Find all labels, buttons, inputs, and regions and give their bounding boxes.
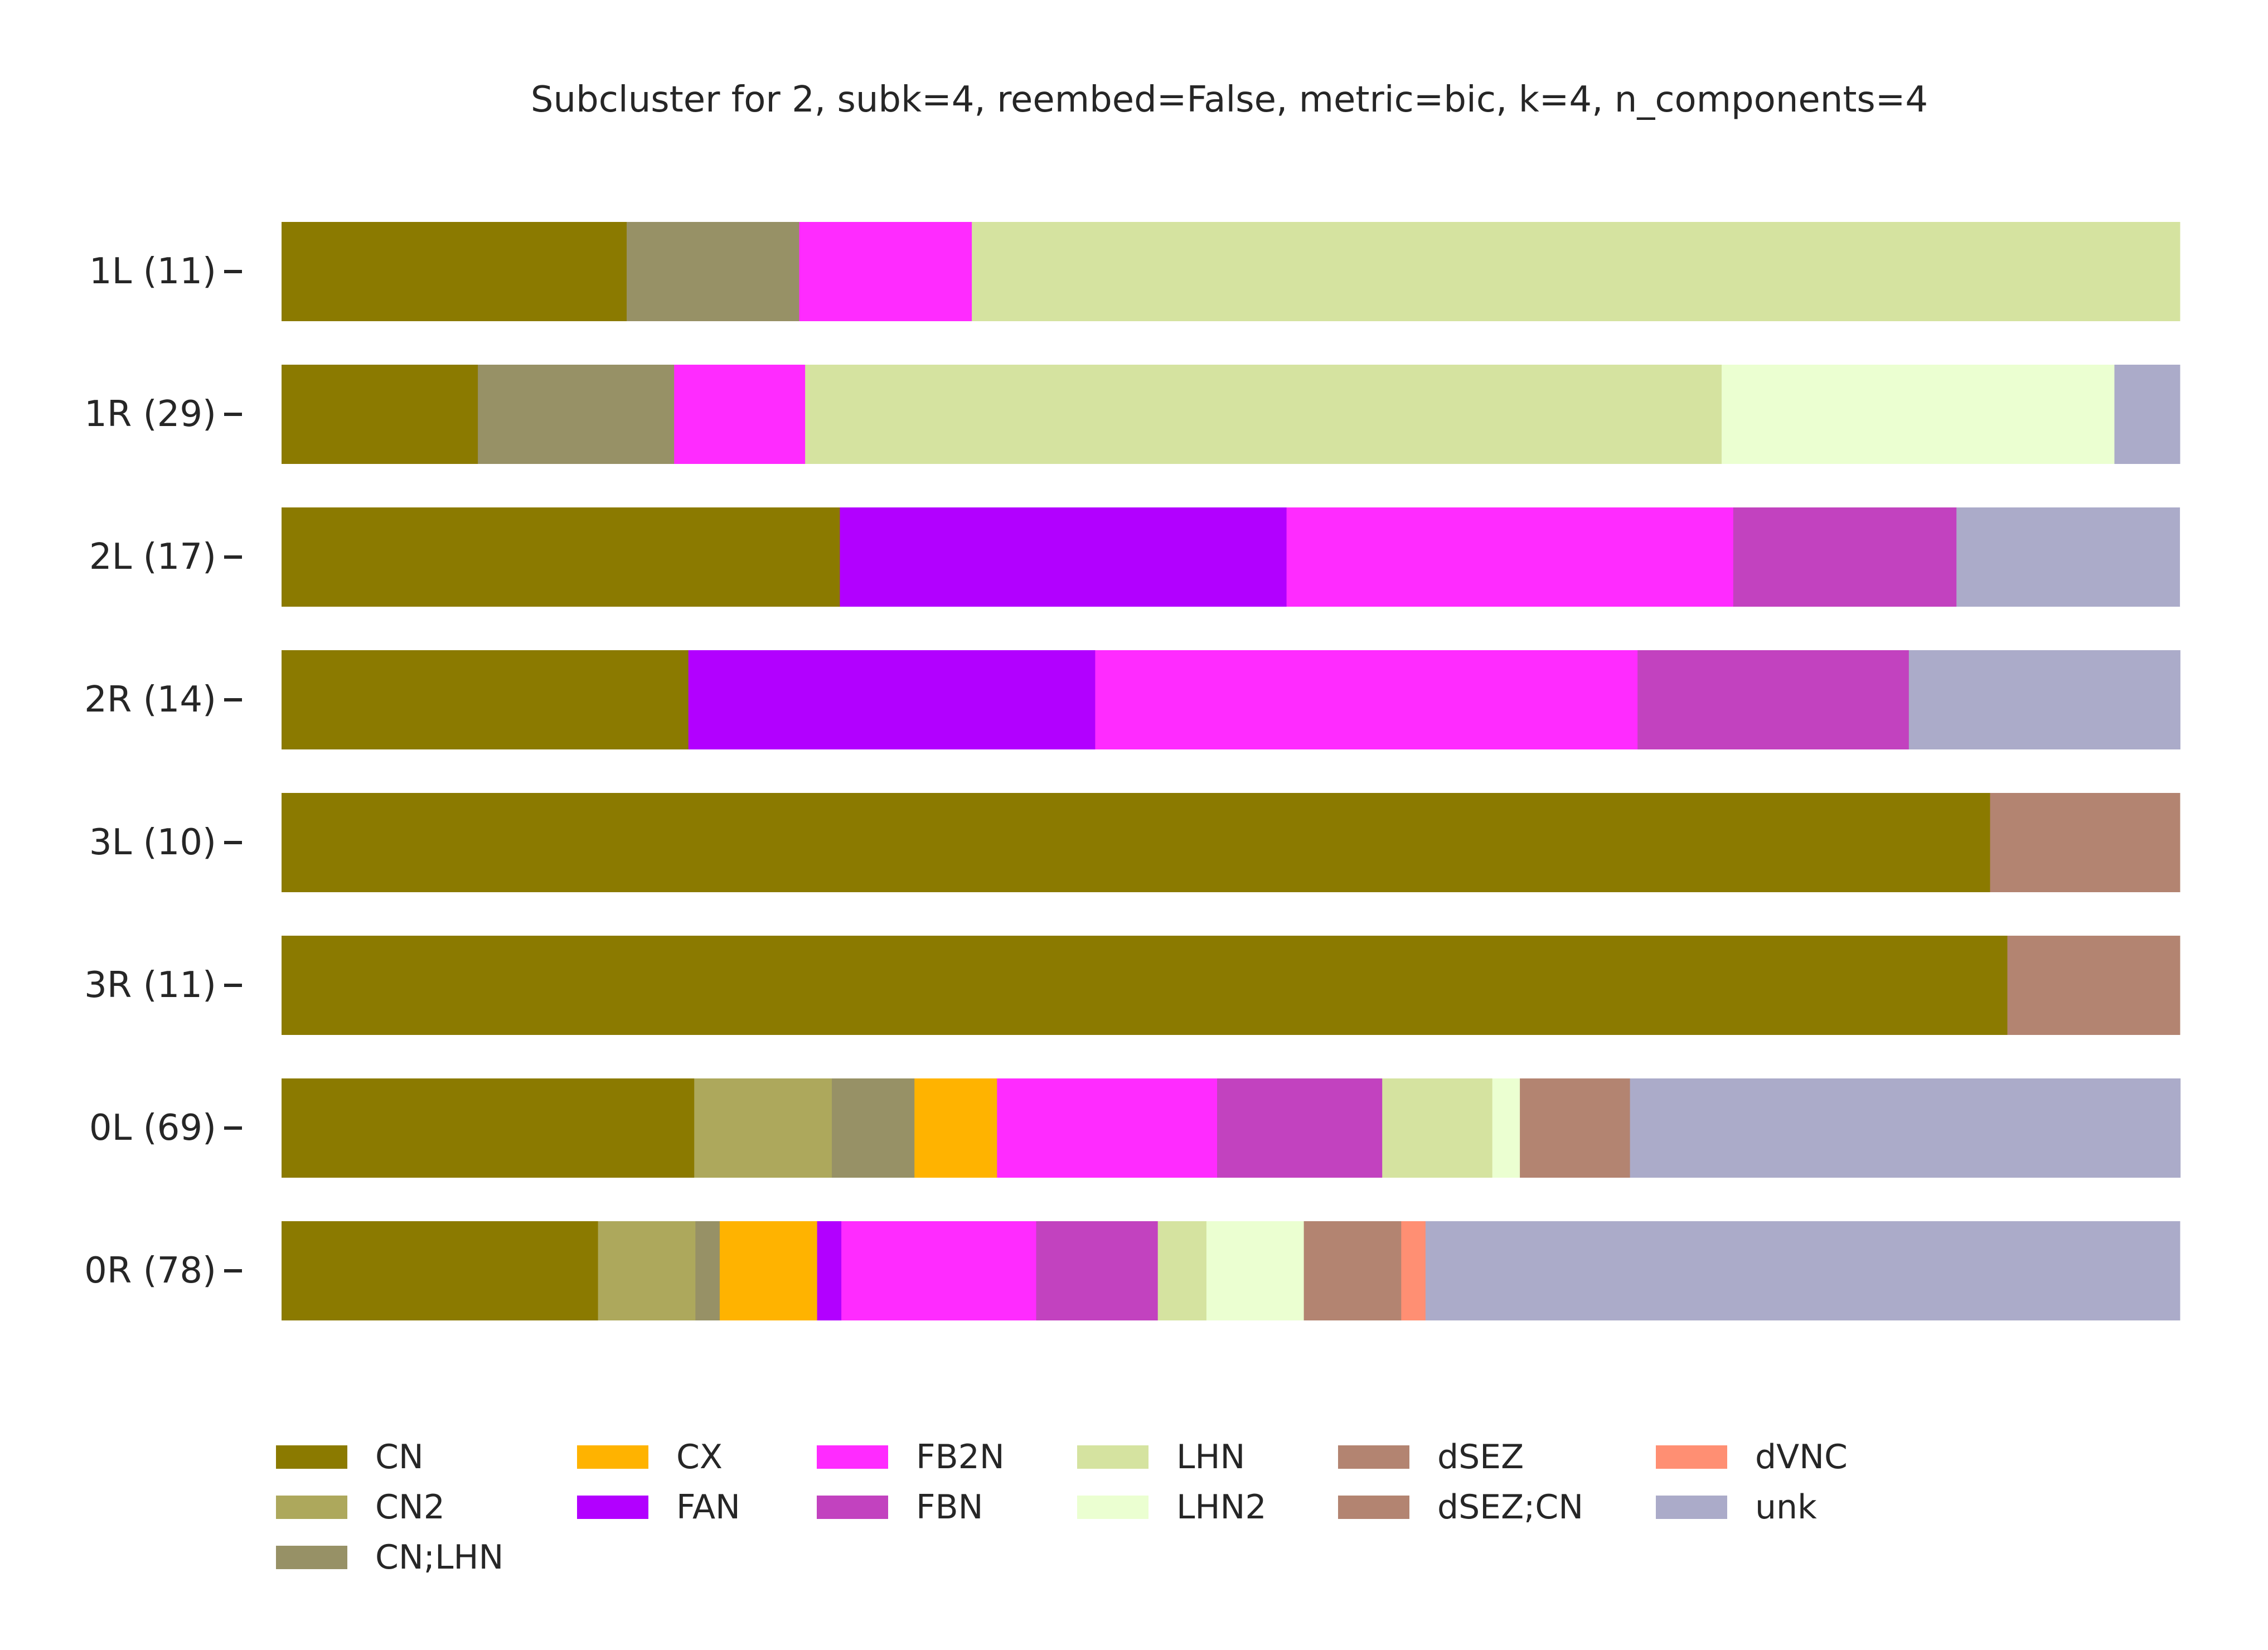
bar-segment-2l-17-unk bbox=[1956, 507, 2180, 607]
legend-label-fan: FAN bbox=[676, 1488, 740, 1527]
y-tick-label: 3R (11) bbox=[84, 965, 216, 1006]
bar-segment-0l-69-fbn bbox=[1217, 1078, 1383, 1178]
bar-segment-0r-78-lhn bbox=[1157, 1221, 1207, 1320]
legend-label-cn: CN bbox=[375, 1438, 424, 1477]
bar-segment-0r-78-cn-lhn bbox=[695, 1221, 720, 1320]
legend-label-dvnc: dVNC bbox=[1755, 1438, 1848, 1477]
legend-label-fb2n: FB2N bbox=[916, 1438, 1005, 1477]
bar-segment-0r-78-fb2n bbox=[841, 1221, 1036, 1320]
y-axis: 1L (11) 1R (29) 2L (17) 2R (14) 3L (10) 3R (1… bbox=[84, 251, 242, 1291]
y-tick-label: 0L (69) bbox=[89, 1107, 216, 1149]
legend-swatch-lhn2 bbox=[1077, 1496, 1148, 1519]
bar-segment-0r-78-fan bbox=[817, 1221, 842, 1320]
bar-segment-0r-78-dvnc bbox=[1401, 1221, 1426, 1320]
bar-segment-0l-69-cn bbox=[282, 1078, 695, 1178]
bars-group bbox=[282, 222, 2181, 1320]
y-tick-label: 2R (14) bbox=[84, 679, 216, 720]
bar-segment-0l-69-cn2 bbox=[694, 1078, 832, 1178]
legend-swatch-dsez bbox=[1338, 1445, 1409, 1469]
bar-segment-0r-78-fbn bbox=[1036, 1221, 1159, 1320]
y-tick-label: 2L (17) bbox=[89, 536, 216, 578]
legend-swatch-unk bbox=[1656, 1496, 1727, 1519]
legend-label-dsez: dSEZ bbox=[1437, 1438, 1524, 1477]
legend-label-lhn: LHN bbox=[1176, 1438, 1245, 1477]
bar-segment-2r-14-fb2n bbox=[1095, 650, 1638, 749]
bar-segment-0r-78-lhn2 bbox=[1206, 1221, 1305, 1320]
bar-segment-2r-14-unk bbox=[1908, 650, 2180, 749]
legend-swatch-cx bbox=[577, 1445, 648, 1469]
legend-swatch-lhn bbox=[1077, 1445, 1148, 1469]
bar-segment-2r-14-fbn bbox=[1637, 650, 1910, 749]
bar-segment-0r-78-dsez bbox=[1303, 1221, 1402, 1320]
bar-segment-2l-17-fb2n bbox=[1286, 507, 1734, 607]
legend-swatch-fan bbox=[577, 1496, 648, 1519]
bar-segment-0r-78-cx bbox=[719, 1221, 818, 1320]
legend-label-dsez-cn: dSEZ;CN bbox=[1437, 1488, 1583, 1527]
bar-segment-0l-69-unk bbox=[1630, 1078, 2181, 1178]
y-tick-label: 1R (29) bbox=[84, 394, 216, 435]
bar-segment-2l-17-fbn bbox=[1733, 507, 1957, 607]
legend-label-cn-lhn: CN;LHN bbox=[375, 1538, 503, 1577]
bar-segment-2r-14-fan bbox=[688, 650, 1096, 749]
bar-segment-0l-69-cn-lhn bbox=[832, 1078, 915, 1178]
legend-label-lhn2: LHN2 bbox=[1176, 1488, 1267, 1527]
bar-segment-0l-69-lhn2 bbox=[1492, 1078, 1520, 1178]
bar-segment-0r-78-cn bbox=[282, 1221, 599, 1320]
bar-segment-0l-69-fb2n bbox=[997, 1078, 1218, 1178]
legend: CN CN2 CN;LHN CX FAN FB2N FBN LHN LHN2 dSEZ dSEZ;C… bbox=[276, 1438, 1848, 1577]
legend-swatch-cn2 bbox=[276, 1496, 347, 1519]
bar-segment-3l-10-dsez bbox=[1990, 793, 2180, 892]
bar-segment-2l-17-fan bbox=[840, 507, 1287, 607]
bar-segment-1r-29-cn-lhn bbox=[478, 365, 675, 464]
legend-swatch-dvnc bbox=[1656, 1445, 1727, 1469]
bar-segment-0r-78-cn2 bbox=[598, 1221, 696, 1320]
y-tick-label: 0R (78) bbox=[84, 1250, 216, 1291]
legend-swatch-cn bbox=[276, 1445, 347, 1469]
bar-segment-0r-78-unk bbox=[1425, 1221, 2180, 1320]
bar-segment-0l-69-dsez bbox=[1520, 1078, 1631, 1178]
bar-segment-1r-29-unk bbox=[2114, 365, 2180, 464]
bar-segment-0l-69-cx bbox=[914, 1078, 997, 1178]
legend-swatch-fb2n bbox=[817, 1445, 888, 1469]
bar-segment-2l-17-cn bbox=[282, 507, 840, 607]
chart-title: Subcluster for 2, subk=4, reembed=False,… bbox=[531, 79, 1928, 120]
legend-label-cn2: CN2 bbox=[375, 1488, 445, 1527]
legend-label-cx: CX bbox=[676, 1438, 723, 1477]
bar-segment-3r-11-dsez bbox=[2007, 936, 2180, 1035]
bar-segment-1r-29-lhn2 bbox=[1722, 365, 2115, 464]
legend-label-fbn: FBN bbox=[916, 1488, 983, 1527]
bar-segment-1l-11-cn-lhn bbox=[627, 222, 799, 321]
legend-swatch-fbn bbox=[817, 1496, 888, 1519]
legend-swatch-cn-lhn bbox=[276, 1546, 347, 1569]
bar-segment-1l-11-fb2n bbox=[799, 222, 972, 321]
bar-segment-1l-11-cn bbox=[282, 222, 627, 321]
bar-segment-1r-29-lhn bbox=[805, 365, 1722, 464]
bar-segment-1r-29-cn bbox=[282, 365, 478, 464]
y-tick-label: 1L (11) bbox=[89, 251, 216, 292]
legend-label-unk: unk bbox=[1755, 1488, 1817, 1527]
bar-segment-0l-69-lhn bbox=[1382, 1078, 1493, 1178]
bar-segment-3r-11-cn bbox=[282, 936, 2008, 1035]
bar-segment-1r-29-fb2n bbox=[674, 365, 806, 464]
bar-segment-2r-14-cn bbox=[282, 650, 689, 749]
bar-segment-3l-10-cn bbox=[282, 793, 1990, 892]
legend-swatch-dsez-cn bbox=[1338, 1496, 1409, 1519]
bar-segment-1l-11-lhn bbox=[972, 222, 2180, 321]
y-tick-label: 3L (10) bbox=[89, 822, 216, 863]
